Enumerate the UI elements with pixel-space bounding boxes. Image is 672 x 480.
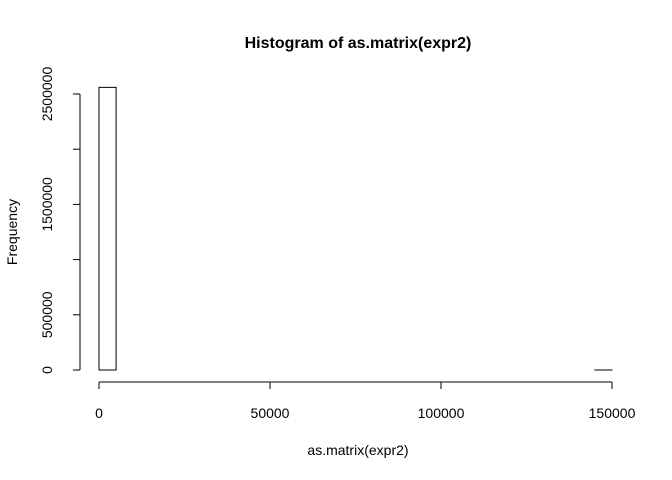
x-axis: 0 50000 100000 150000 [95, 381, 636, 421]
y-tick-label-1: 500000 [39, 291, 55, 338]
bars-layer [98, 86, 613, 371]
y-axis-label: Frequency [4, 199, 20, 265]
y-axis: 0 500000 1500000 2500000 [39, 67, 81, 374]
y-tick-label-0: 0 [39, 366, 55, 374]
x-tick-label-2: 100000 [418, 405, 465, 421]
chart-title: Histogram of as.matrix(expr2) [245, 35, 472, 52]
x-axis-label: as.matrix(expr2) [307, 442, 408, 458]
x-tick-label-1: 50000 [251, 405, 290, 421]
x-tick-label-3: 150000 [589, 405, 636, 421]
y-tick-label-5: 2500000 [39, 67, 55, 122]
histogram-bar-0 [98, 86, 117, 371]
x-tick-label-0: 0 [95, 405, 103, 421]
y-tick-label-3: 1500000 [39, 177, 55, 232]
